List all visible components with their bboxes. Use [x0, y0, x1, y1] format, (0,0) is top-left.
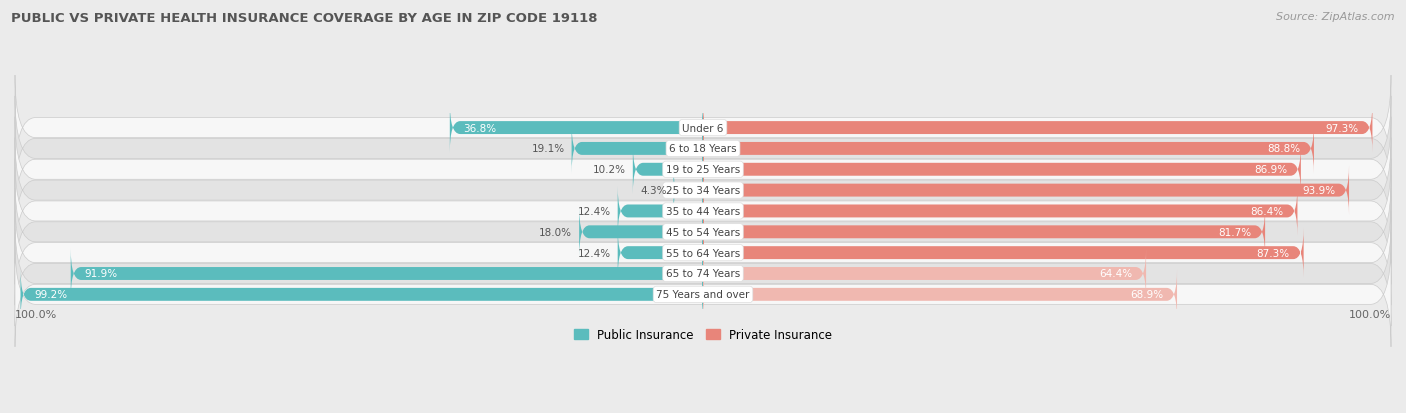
Text: 35 to 44 Years: 35 to 44 Years	[666, 206, 740, 216]
FancyBboxPatch shape	[703, 207, 1265, 257]
Text: 100.0%: 100.0%	[15, 310, 58, 320]
FancyBboxPatch shape	[70, 249, 703, 299]
Text: 93.9%: 93.9%	[1302, 186, 1336, 196]
FancyBboxPatch shape	[15, 97, 1391, 202]
FancyBboxPatch shape	[15, 76, 1391, 180]
Text: Source: ZipAtlas.com: Source: ZipAtlas.com	[1277, 12, 1395, 22]
FancyBboxPatch shape	[15, 138, 1391, 243]
FancyBboxPatch shape	[703, 145, 1301, 195]
FancyBboxPatch shape	[703, 124, 1315, 174]
Text: 91.9%: 91.9%	[84, 269, 118, 279]
Text: 88.8%: 88.8%	[1267, 144, 1301, 154]
Text: 64.4%: 64.4%	[1099, 269, 1132, 279]
FancyBboxPatch shape	[15, 201, 1391, 306]
FancyBboxPatch shape	[703, 270, 1177, 319]
Text: PUBLIC VS PRIVATE HEALTH INSURANCE COVERAGE BY AGE IN ZIP CODE 19118: PUBLIC VS PRIVATE HEALTH INSURANCE COVER…	[11, 12, 598, 25]
FancyBboxPatch shape	[450, 104, 703, 153]
Legend: Public Insurance, Private Insurance: Public Insurance, Private Insurance	[569, 324, 837, 346]
Text: 12.4%: 12.4%	[578, 206, 610, 216]
FancyBboxPatch shape	[617, 228, 703, 278]
Text: 19.1%: 19.1%	[531, 144, 565, 154]
FancyBboxPatch shape	[633, 145, 703, 195]
Text: 65 to 74 Years: 65 to 74 Years	[666, 269, 740, 279]
Text: Under 6: Under 6	[682, 123, 724, 133]
Text: 6 to 18 Years: 6 to 18 Years	[669, 144, 737, 154]
FancyBboxPatch shape	[572, 124, 703, 174]
Text: 18.0%: 18.0%	[540, 227, 572, 237]
FancyBboxPatch shape	[703, 187, 1298, 236]
Text: 25 to 34 Years: 25 to 34 Years	[666, 186, 740, 196]
Text: 4.3%: 4.3%	[640, 186, 666, 196]
FancyBboxPatch shape	[617, 187, 703, 236]
FancyBboxPatch shape	[21, 270, 703, 319]
Text: 99.2%: 99.2%	[34, 290, 67, 299]
Text: 10.2%: 10.2%	[593, 165, 626, 175]
Text: 86.4%: 86.4%	[1250, 206, 1284, 216]
FancyBboxPatch shape	[703, 228, 1303, 278]
Text: 87.3%: 87.3%	[1257, 248, 1289, 258]
FancyBboxPatch shape	[15, 117, 1391, 222]
Text: 55 to 64 Years: 55 to 64 Years	[666, 248, 740, 258]
FancyBboxPatch shape	[703, 166, 1348, 216]
Text: 19 to 25 Years: 19 to 25 Years	[666, 165, 740, 175]
FancyBboxPatch shape	[703, 249, 1146, 299]
Text: 100.0%: 100.0%	[1348, 310, 1391, 320]
Text: 81.7%: 81.7%	[1218, 227, 1251, 237]
Text: 75 Years and over: 75 Years and over	[657, 290, 749, 299]
Text: 36.8%: 36.8%	[464, 123, 496, 133]
Text: 12.4%: 12.4%	[578, 248, 610, 258]
Text: 86.9%: 86.9%	[1254, 165, 1286, 175]
FancyBboxPatch shape	[673, 166, 703, 216]
FancyBboxPatch shape	[15, 221, 1391, 326]
FancyBboxPatch shape	[15, 242, 1391, 347]
Text: 68.9%: 68.9%	[1130, 290, 1163, 299]
Text: 97.3%: 97.3%	[1326, 123, 1358, 133]
FancyBboxPatch shape	[15, 159, 1391, 264]
FancyBboxPatch shape	[15, 180, 1391, 285]
FancyBboxPatch shape	[579, 207, 703, 257]
FancyBboxPatch shape	[703, 104, 1372, 153]
Text: 45 to 54 Years: 45 to 54 Years	[666, 227, 740, 237]
